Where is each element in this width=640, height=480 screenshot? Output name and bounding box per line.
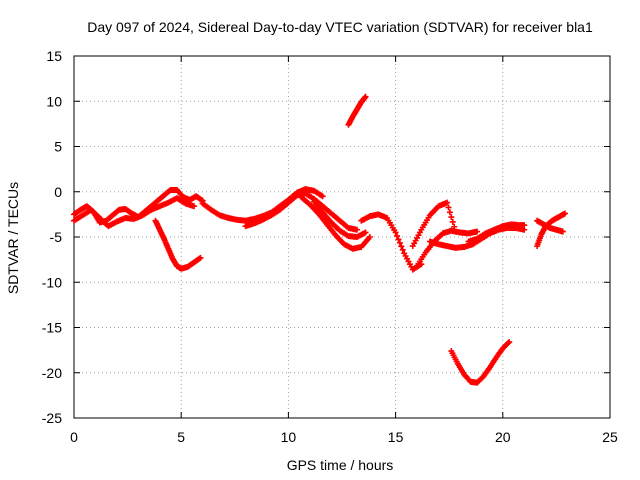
data-point — [448, 214, 455, 221]
y-tick-label: -25 — [42, 410, 62, 426]
data-point — [366, 234, 373, 240]
series-track-k — [409, 199, 459, 250]
data-point — [445, 204, 452, 211]
data-point — [449, 218, 456, 225]
data-point — [362, 229, 369, 236]
x-tick-label: 20 — [495, 429, 511, 445]
series-track-d — [199, 186, 326, 224]
y-tick-label: -10 — [42, 274, 62, 290]
grid-lines — [74, 56, 610, 418]
axis-ticks: 0 5 10 15 20 25 15 10 5 0 -5 -10 -15 -20 -25 — [42, 48, 618, 445]
series-track-i — [358, 211, 425, 273]
series-track-n — [448, 338, 513, 386]
data-point — [559, 228, 566, 235]
data-point — [452, 228, 459, 235]
data-point — [521, 222, 528, 229]
y-tick-label: -5 — [50, 229, 63, 245]
data-point — [319, 193, 326, 200]
y-tick-label: 10 — [46, 93, 62, 109]
series-track-h — [345, 93, 369, 128]
x-tick-label: 5 — [177, 429, 185, 445]
y-tick-label: 5 — [54, 139, 62, 155]
y-tick-label: 15 — [46, 48, 62, 64]
data-point — [446, 209, 453, 216]
data-point — [505, 340, 512, 347]
y-tick-label: -15 — [42, 320, 62, 336]
data-point — [399, 246, 406, 253]
data-point — [354, 226, 361, 233]
y-tick-label: -20 — [42, 365, 62, 381]
data-point — [474, 228, 481, 235]
series-track-p — [534, 217, 566, 235]
data-point — [444, 199, 451, 206]
y-axis-label: SDTVAR / TECUs — [5, 182, 21, 294]
x-tick-label: 25 — [602, 429, 618, 445]
data-point — [396, 239, 403, 246]
series-track-f — [298, 194, 373, 252]
data-point — [394, 232, 401, 239]
data-point — [398, 243, 405, 250]
data-point — [395, 236, 402, 243]
data-point — [197, 254, 204, 261]
data-point — [191, 203, 198, 210]
data-point — [362, 93, 369, 100]
data-point — [561, 210, 568, 217]
series-track-b — [71, 195, 198, 230]
data-point — [506, 338, 513, 345]
data-point — [392, 229, 399, 236]
y-tick-label: 0 — [54, 184, 62, 200]
series-track-m — [465, 221, 528, 245]
x-tick-label: 0 — [70, 429, 78, 445]
x-tick-label: 10 — [281, 429, 297, 445]
x-tick-label: 15 — [388, 429, 404, 445]
data-points — [71, 93, 568, 386]
series-track-g — [311, 198, 369, 240]
series-track-c — [152, 217, 204, 272]
series-track-e — [242, 190, 361, 233]
data-point — [451, 223, 458, 230]
chart-title: Day 097 of 2024, Sidereal Day-to-day VTE… — [87, 19, 593, 35]
x-axis-label: GPS time / hours — [287, 457, 394, 473]
